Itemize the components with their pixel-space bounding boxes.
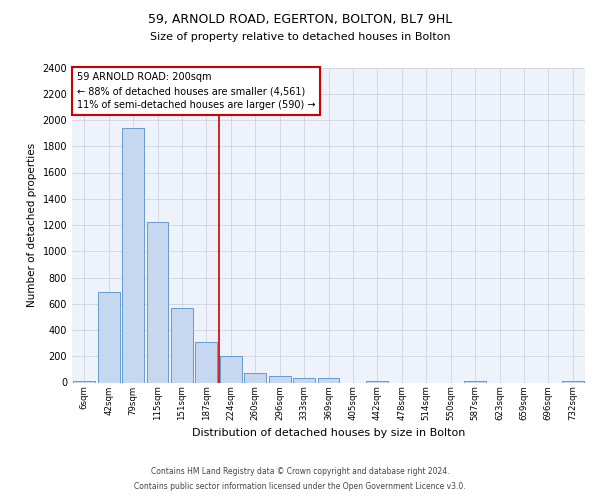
Bar — [98, 292, 119, 382]
Text: Contains public sector information licensed under the Open Government Licence v3: Contains public sector information licen… — [134, 482, 466, 491]
Bar — [269, 376, 290, 382]
Bar — [562, 381, 584, 382]
Bar — [464, 381, 486, 382]
Text: Contains HM Land Registry data © Crown copyright and database right 2024.: Contains HM Land Registry data © Crown c… — [151, 467, 449, 476]
Bar — [196, 342, 217, 382]
Bar — [244, 372, 266, 382]
Bar — [317, 378, 340, 382]
Bar — [146, 222, 169, 382]
Bar — [220, 356, 242, 382]
Bar — [367, 380, 388, 382]
Bar — [293, 378, 315, 382]
Y-axis label: Number of detached properties: Number of detached properties — [27, 143, 37, 307]
Text: Size of property relative to detached houses in Bolton: Size of property relative to detached ho… — [149, 32, 451, 42]
Text: 59 ARNOLD ROAD: 200sqm
← 88% of detached houses are smaller (4,561)
11% of semi-: 59 ARNOLD ROAD: 200sqm ← 88% of detached… — [77, 72, 316, 110]
X-axis label: Distribution of detached houses by size in Bolton: Distribution of detached houses by size … — [192, 428, 465, 438]
Bar — [171, 308, 193, 382]
Bar — [73, 380, 95, 382]
Text: 59, ARNOLD ROAD, EGERTON, BOLTON, BL7 9HL: 59, ARNOLD ROAD, EGERTON, BOLTON, BL7 9H… — [148, 12, 452, 26]
Bar — [122, 128, 144, 382]
